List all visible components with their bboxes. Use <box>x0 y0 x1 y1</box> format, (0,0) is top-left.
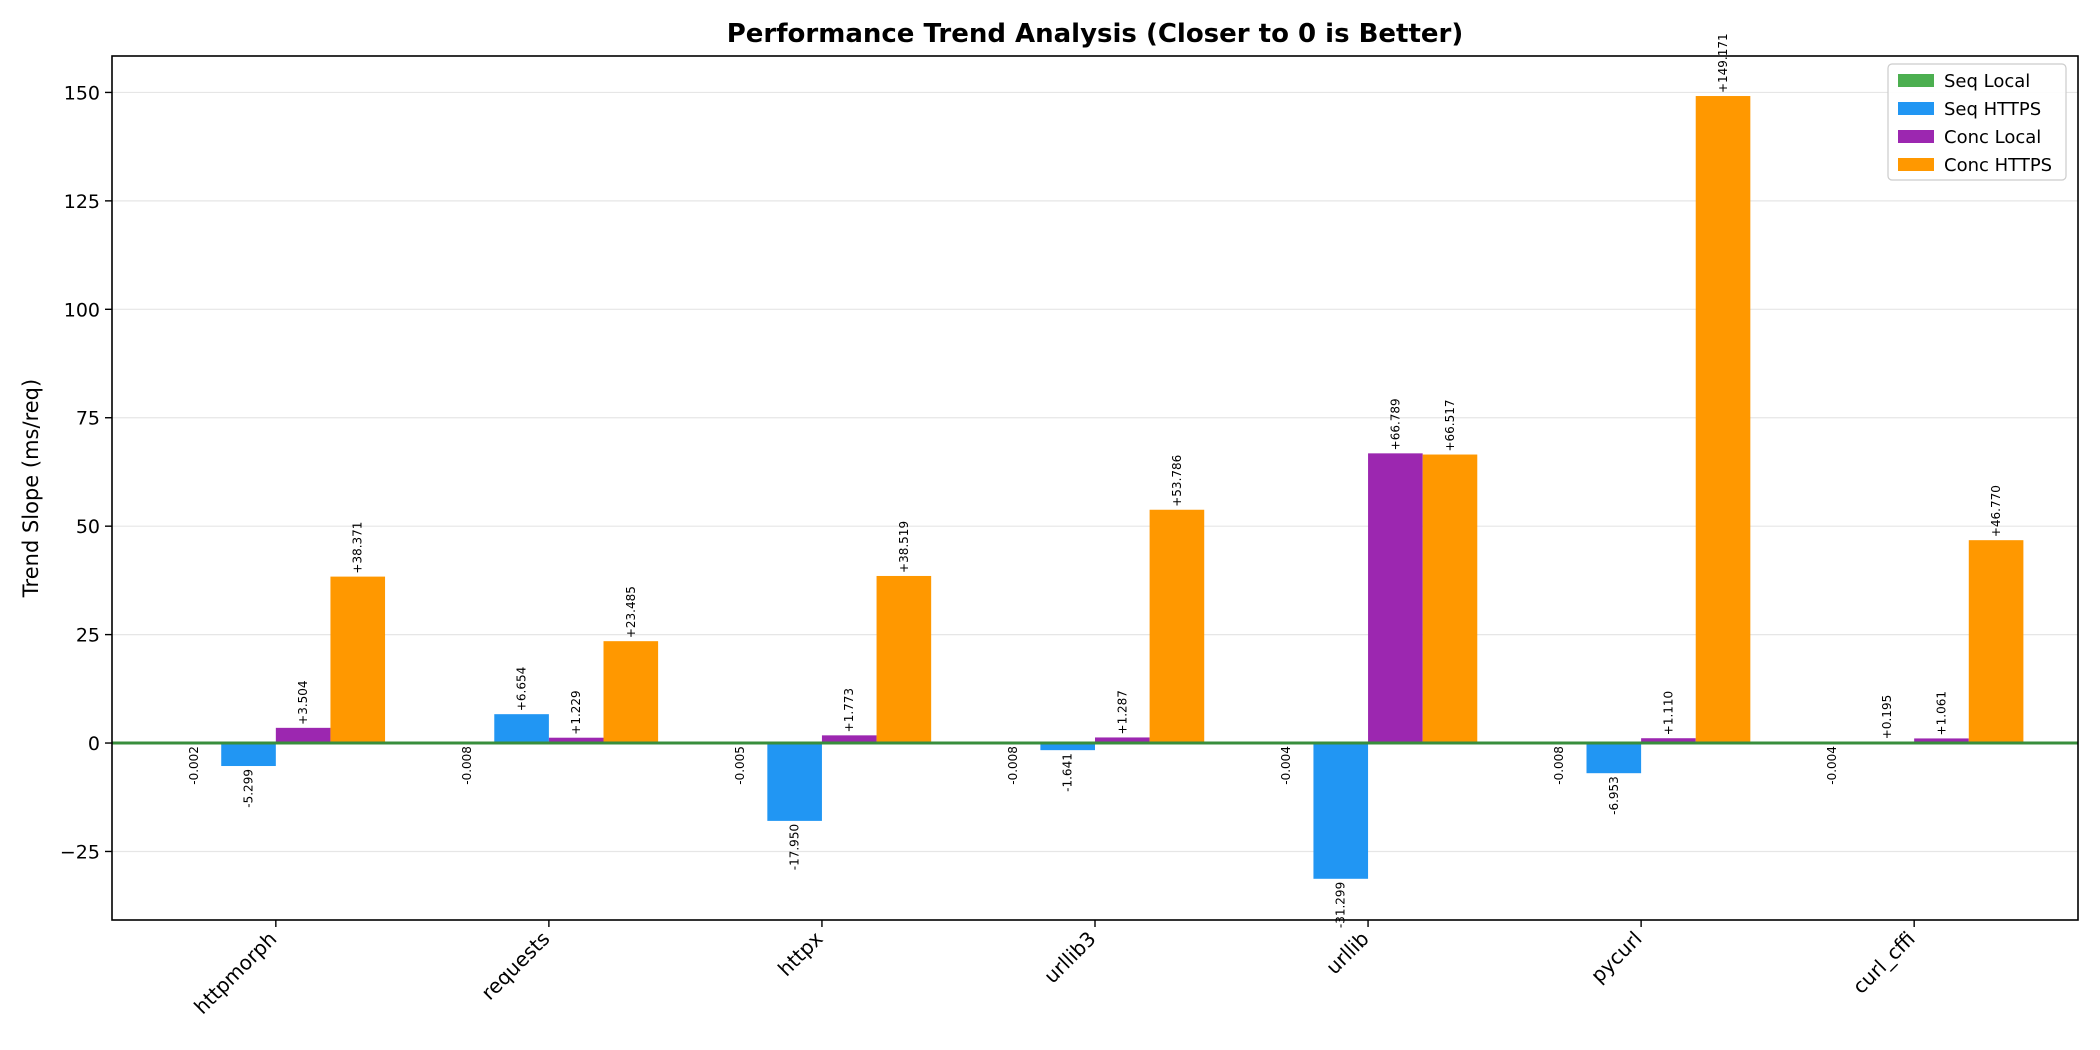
value-label: -17.950 <box>788 824 802 870</box>
value-label: -0.008 <box>1006 746 1020 785</box>
value-label: -6.953 <box>1607 776 1621 815</box>
bar <box>821 735 877 744</box>
value-label: -1.641 <box>1061 753 1075 792</box>
legend-swatch <box>1898 74 1934 87</box>
x-tick-label: httpx <box>773 926 827 980</box>
value-label: +66.517 <box>1443 399 1457 451</box>
value-label: +1.110 <box>1661 691 1675 735</box>
bar <box>330 576 386 744</box>
legend-box <box>1887 63 2067 181</box>
chart-title: Performance Trend Analysis (Closer to 0 … <box>727 19 1464 49</box>
bar <box>1040 743 1095 751</box>
y-axis-label: Trend Slope (ms/req) <box>19 379 43 598</box>
value-label: +23.485 <box>624 586 638 638</box>
bar <box>1586 743 1642 774</box>
y-tick-label: 75 <box>76 408 100 430</box>
bar <box>1695 96 1751 744</box>
x-tick-label: urllib <box>1321 927 1374 980</box>
value-label: +0.195 <box>1880 695 1894 739</box>
value-label: -0.005 <box>733 746 747 785</box>
y-tick-label: 25 <box>76 625 100 647</box>
x-tick-label: pycurl <box>1586 927 1647 988</box>
x-tick-label: curl_cffi <box>1848 927 1920 999</box>
bar <box>767 743 822 821</box>
bar <box>275 727 331 744</box>
legend-label: Seq Local <box>1944 71 2030 92</box>
value-label: +46.770 <box>1989 485 2003 537</box>
value-label: -0.004 <box>1825 746 1839 785</box>
legend-label: Conc HTTPS <box>1944 155 2052 176</box>
bar <box>1149 509 1205 744</box>
x-tick-label: httpmorph <box>189 927 281 1019</box>
bar <box>1422 454 1478 744</box>
value-label: +1.773 <box>842 688 856 732</box>
value-label: +66.789 <box>1388 398 1402 450</box>
y-tick-label: 150 <box>64 82 100 104</box>
y-tick-label: −25 <box>60 841 100 863</box>
bar <box>1914 738 1969 744</box>
y-tick-label: 50 <box>76 516 100 538</box>
bar <box>494 714 549 744</box>
value-label: +3.504 <box>296 680 310 724</box>
value-label: +1.287 <box>1115 690 1129 734</box>
legend-swatch <box>1898 158 1934 171</box>
bar <box>1313 743 1369 879</box>
value-label: -0.004 <box>1279 746 1293 785</box>
bar <box>1641 738 1696 744</box>
value-label: +53.786 <box>1170 455 1184 507</box>
y-tick-label: 100 <box>64 299 100 321</box>
y-tick-label: 0 <box>88 733 100 755</box>
value-label: +1.061 <box>1934 691 1948 735</box>
bar <box>1368 453 1423 744</box>
legend-label: Conc Local <box>1944 127 2041 148</box>
value-label: +1.229 <box>569 690 583 734</box>
value-label: +38.371 <box>351 522 365 574</box>
bar <box>548 737 604 744</box>
value-label: -0.008 <box>460 746 474 785</box>
plot-frame <box>111 55 2079 921</box>
x-tick-label: requests <box>476 927 554 1005</box>
value-label: +149.171 <box>1716 33 1730 93</box>
legend-swatch <box>1898 130 1934 143</box>
value-label: +38.519 <box>897 521 911 573</box>
bar <box>1968 540 2024 744</box>
bar <box>603 641 659 744</box>
value-label: -5.299 <box>242 769 256 808</box>
x-tick-label: urllib3 <box>1039 927 1101 989</box>
bar <box>876 575 932 744</box>
value-label: -0.002 <box>187 746 201 785</box>
value-label: -0.008 <box>1552 746 1566 785</box>
legend-label: Seq HTTPS <box>1944 99 2041 120</box>
bar <box>1095 737 1150 744</box>
bar <box>221 743 276 767</box>
y-tick-label: 125 <box>64 191 100 213</box>
value-label: -31.299 <box>1334 882 1348 928</box>
legend-swatch <box>1898 102 1934 115</box>
value-label: +6.654 <box>515 667 529 711</box>
